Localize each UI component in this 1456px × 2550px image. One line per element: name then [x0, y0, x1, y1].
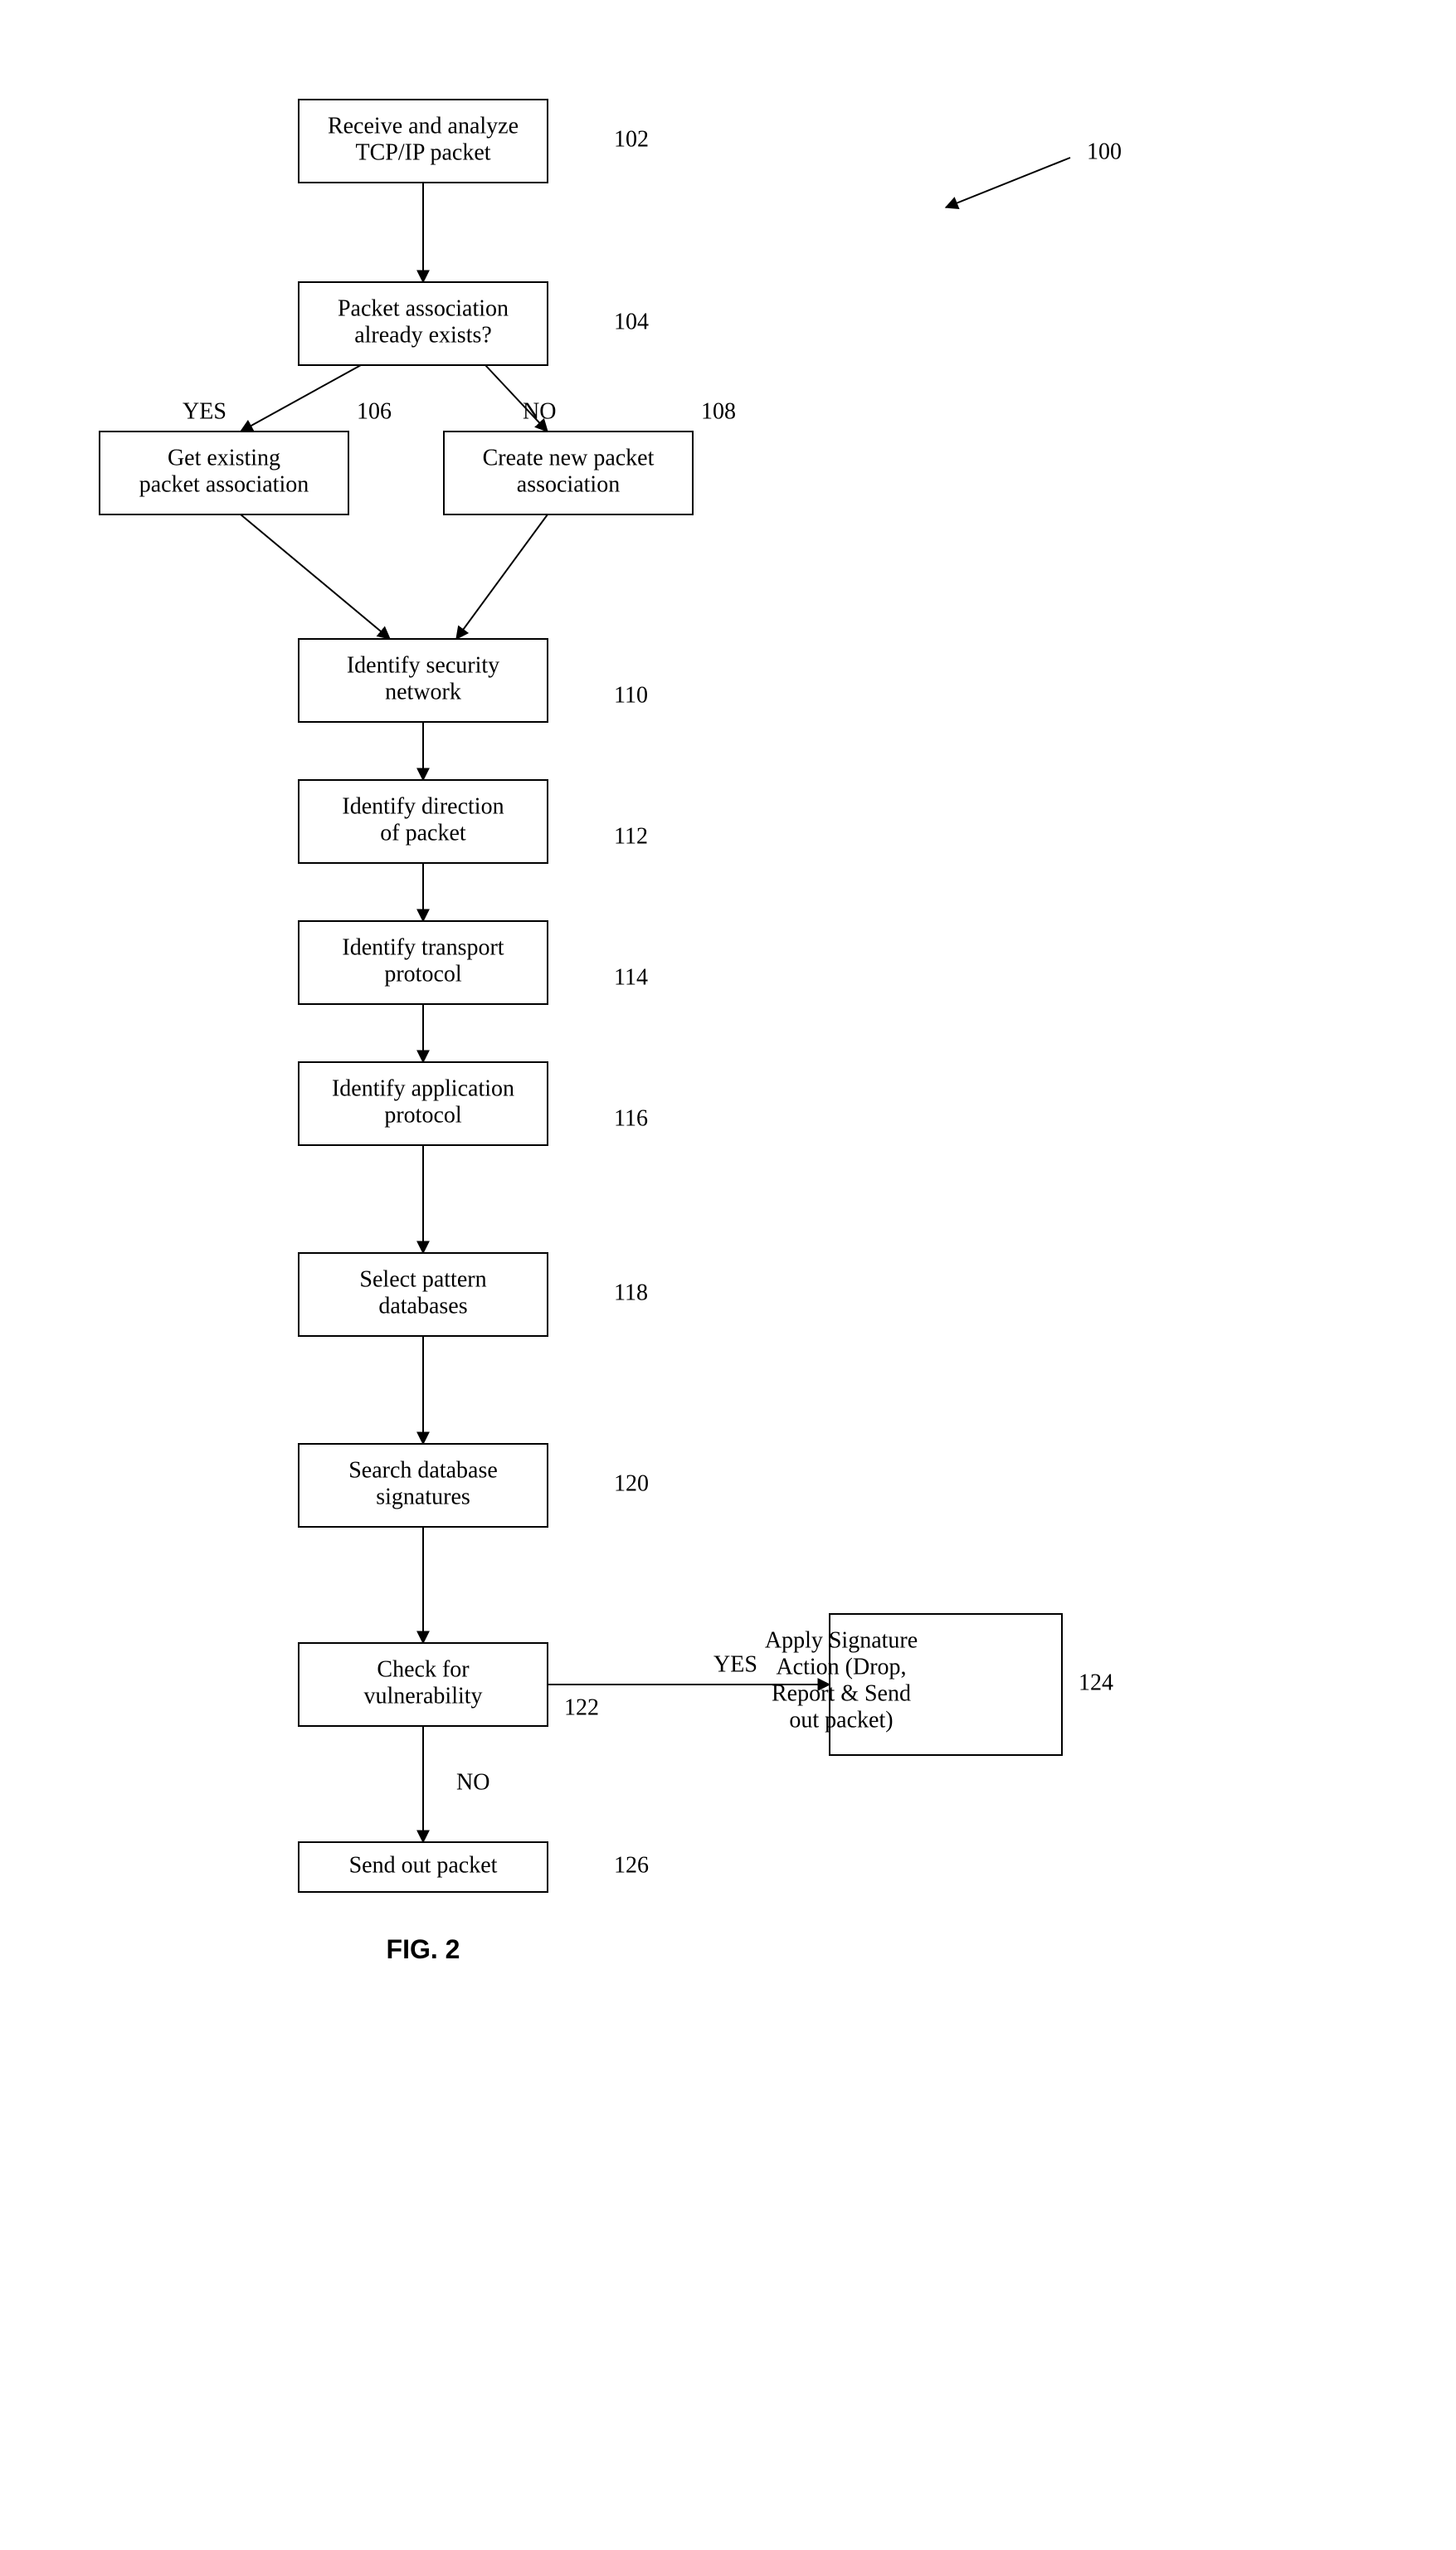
flow-node-text: vulnerability — [363, 1683, 482, 1709]
flow-node-text: Send out packet — [349, 1852, 498, 1878]
nodes-group: Receive and analyzeTCP/IP packet 102 Packe… — [100, 100, 1113, 1892]
figure-pointer-label: 100 — [1087, 139, 1122, 164]
flow-node-text: protocol — [384, 961, 462, 987]
flow-node-text: Identify direction — [342, 793, 504, 819]
flow-node: Select patterndatabases 118 — [299, 1253, 648, 1336]
flow-node-text: Apply Signature — [765, 1627, 918, 1653]
flow-node-text: Create new packet — [483, 445, 655, 471]
edge-label: NO — [523, 398, 556, 424]
flow-node-text: out packet) — [789, 1707, 893, 1733]
flow-node-text: signatures — [376, 1484, 470, 1509]
flow-node-text: Identify application — [332, 1075, 514, 1101]
flow-node-text: association — [517, 471, 620, 497]
flow-node: Identify directionof packet 112 — [299, 780, 648, 863]
edge-label: NO — [456, 1769, 489, 1795]
figure-caption: FIG. 2 — [387, 1934, 460, 1964]
flow-node-ref-number: 116 — [614, 1105, 648, 1131]
flow-node: Apply SignatureAction (Drop,Report & Sen… — [765, 1614, 1113, 1755]
flow-node-text: TCP/IP packet — [355, 139, 490, 165]
flow-node-text: Report & Send — [772, 1680, 911, 1706]
edge — [241, 365, 361, 432]
flow-node: Packet associationalready exists? 104 — [299, 282, 649, 365]
flow-node: Create new packetassociation 108 — [444, 398, 736, 514]
flow-node: Identify transportprotocol 114 — [299, 921, 648, 1004]
flow-node-text: Check for — [377, 1656, 470, 1682]
flow-node-ref-number: 104 — [614, 309, 649, 334]
edge — [456, 514, 548, 639]
flow-node-ref-number: 114 — [614, 964, 648, 990]
flow-node-text: Get existing — [168, 445, 280, 471]
flow-node-text: protocol — [384, 1102, 462, 1128]
flow-node-ref-number: 126 — [614, 1852, 649, 1878]
flow-node: Receive and analyzeTCP/IP packet 102 — [299, 100, 649, 183]
edge-label: YES — [713, 1651, 757, 1677]
flow-node-text: network — [385, 679, 461, 705]
flow-node-text: Identify security — [347, 652, 499, 678]
flowchart: YESNOYESNOReceive and analyzeTCP/IP pack… — [33, 33, 1195, 1983]
flow-node-text: Identify transport — [342, 934, 504, 960]
flow-node-ref-number: 102 — [614, 126, 649, 152]
flow-node-ref-number: 110 — [614, 682, 648, 708]
flow-node-ref-number: 118 — [614, 1280, 648, 1305]
flow-node-ref-number: 108 — [701, 398, 736, 424]
flow-node: Get existingpacket association 106 — [100, 398, 392, 514]
flow-node: Identify applicationprotocol 116 — [299, 1062, 648, 1145]
flow-node-ref-number: 122 — [564, 1694, 599, 1720]
figure-pointer-arrow — [946, 158, 1070, 207]
flow-node-text: Search database — [348, 1457, 498, 1483]
flow-node-text: already exists? — [354, 322, 492, 348]
flow-node: Send out packet 126 — [299, 1842, 649, 1892]
flow-node-text: Receive and analyze — [328, 113, 519, 139]
flow-node-ref-number: 124 — [1079, 1670, 1113, 1695]
flow-node-text: Action (Drop, — [776, 1654, 906, 1680]
flow-node-text: Packet association — [338, 295, 509, 321]
flow-node-ref-number: 106 — [357, 398, 392, 424]
edge-label: YES — [183, 398, 226, 424]
flow-node: Search databasesignatures 120 — [299, 1444, 649, 1527]
flow-node-text: databases — [378, 1293, 467, 1319]
flow-node-ref-number: 120 — [614, 1470, 649, 1496]
flow-node-ref-number: 112 — [614, 823, 648, 849]
edge — [241, 514, 390, 639]
flow-node-text: Select pattern — [359, 1266, 486, 1292]
flow-node: Identify securitynetwork 110 — [299, 639, 648, 722]
flow-node-text: packet association — [139, 471, 309, 497]
flow-node-text: of packet — [380, 820, 466, 846]
